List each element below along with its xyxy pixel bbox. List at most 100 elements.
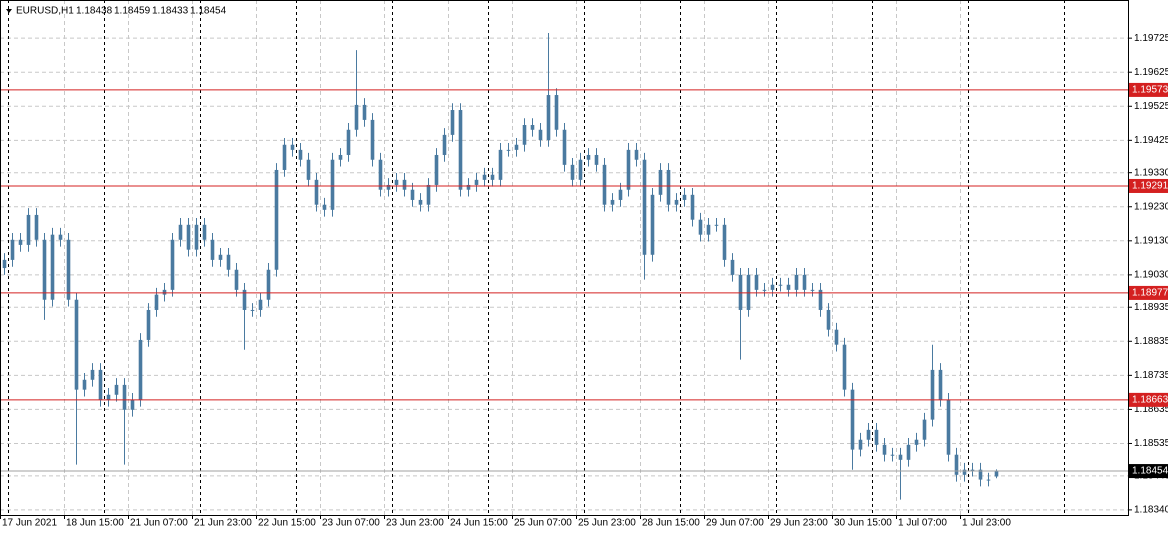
candle-body [642,159,647,255]
y-tick-label: 1.18535 [1134,438,1168,449]
candle-body [322,204,327,210]
grid [0,0,1128,515]
candle-body [810,289,815,291]
candle-body [250,309,255,311]
candle-body [50,234,55,300]
candle-body [890,454,895,456]
x-tick-label: 1 Jul 23:00 [962,518,1011,529]
candle-body [330,159,335,210]
candle-body [490,174,495,180]
candle-body [442,134,447,155]
price-label: 1.18454 [1132,466,1168,477]
candle-body [818,289,823,310]
candle-body [954,454,959,475]
x-tick-label: 18 Jun 15:00 [66,518,124,529]
candle-body [834,329,839,345]
level-label-box [1129,285,1168,300]
candle-body [434,154,439,185]
candle-body [778,284,783,286]
candle-body [922,419,927,440]
candle-body [634,149,639,160]
candle-body [882,444,887,455]
candle-body [66,239,71,300]
candle-body [554,95,559,130]
candle-body [290,144,295,150]
candle-body [522,125,527,145]
price-label-box [1129,464,1168,479]
candle-body [914,439,919,445]
candle-body [578,159,583,180]
candle-body [386,184,391,190]
menu-arrow [6,9,12,13]
candle-body [418,199,423,205]
candle-body [866,429,871,440]
level-label: 1.18977 [1132,288,1168,299]
candle-body [754,274,759,290]
candle-body [458,110,463,190]
candle-body [242,289,247,310]
y-tick-label: 1.18635 [1134,404,1168,415]
marks [0,33,1128,500]
candle-body [674,199,679,205]
candle-body [682,194,687,200]
level-label: 1.19291 [1132,181,1168,192]
x-tick-label: 23 Jun 23:00 [386,518,444,529]
candle-body [930,369,935,420]
x-tick-label: 17 Jun 2021 [2,518,57,529]
candle-body [762,289,767,291]
close-value: 1.18454 [190,6,227,17]
candle-body [586,154,591,160]
candle-body [626,149,631,190]
x-tick-label: 22 Jun 15:00 [258,518,316,529]
candle-body [346,129,351,155]
candle-body [338,154,343,160]
y-tick-label: 1.19130 [1134,235,1168,246]
candle-body [226,254,231,270]
candle-body [826,309,831,330]
level-label: 1.19573 [1132,85,1168,96]
candle-body [850,389,855,450]
open-value: 1.18438 [76,6,113,17]
candle-body [970,469,975,471]
candle-body [506,149,511,151]
candle-body [570,164,575,180]
candle-body [802,274,807,290]
candle-body [274,169,279,270]
candle-body [594,154,599,165]
candle-body [202,224,207,240]
candle-body [162,289,167,295]
candle-body [530,125,535,130]
candle-body [402,179,407,190]
candle-body [18,239,23,245]
candle-body [658,169,663,195]
candle-body [42,239,47,300]
x-tick-label: 28 Jun 15:00 [642,518,700,529]
candle-body [306,159,311,180]
y-tick-label: 1.18735 [1134,370,1168,381]
x-tick-label: 30 Jun 15:00 [834,518,892,529]
x-tick-label: 29 Jun 07:00 [706,518,764,529]
candle-body [650,194,655,255]
candle-body [362,104,367,120]
candle-body [714,224,719,226]
candle-body [154,294,159,310]
candle-body [962,469,967,475]
candle-body [706,224,711,235]
candle-body [666,169,671,205]
candle-body [410,189,415,200]
candle-body [978,469,983,480]
candle-body [394,179,399,185]
y-tick-label: 1.19330 [1134,167,1168,178]
candle-body [498,149,503,180]
high-value: 1.18459 [114,6,151,17]
candle-body [874,429,879,445]
candle-body [610,199,615,205]
candle-body [794,274,799,290]
candle-body [234,269,239,290]
candle-body [314,179,319,205]
y-tick-label: 1.19230 [1134,201,1168,212]
y-tick-label: 1.19625 [1134,67,1168,78]
level-label-box [1129,178,1168,193]
candle-body [514,144,519,150]
